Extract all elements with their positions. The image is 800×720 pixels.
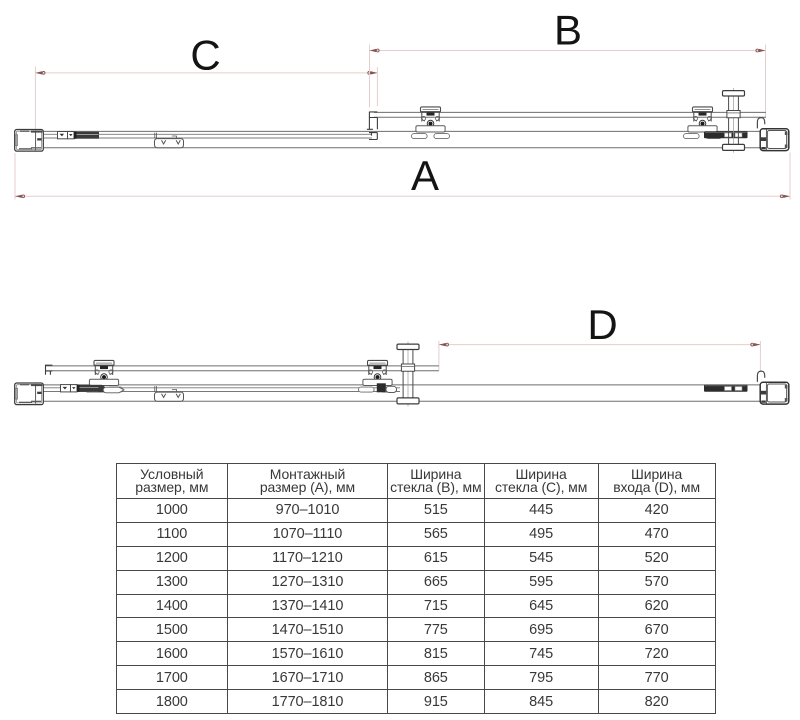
svg-text:C: C xyxy=(190,31,220,78)
svg-text:B: B xyxy=(554,7,582,54)
svg-text:A: A xyxy=(411,152,439,199)
svg-text:D: D xyxy=(587,301,617,348)
